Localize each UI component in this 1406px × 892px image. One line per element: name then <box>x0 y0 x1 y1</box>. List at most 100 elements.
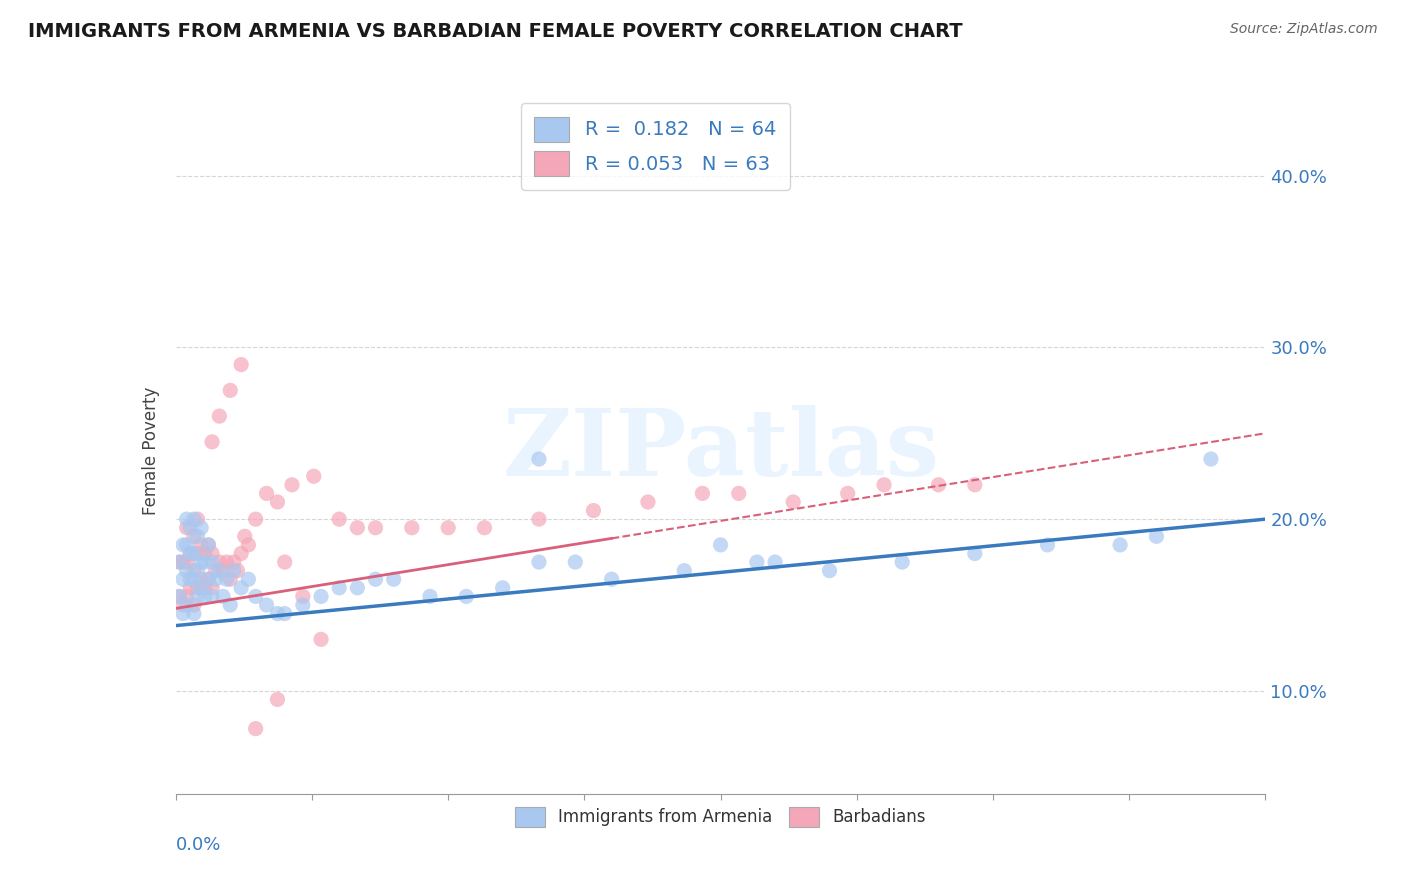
Point <box>194 546 217 561</box>
Point <box>233 529 256 543</box>
Point <box>215 555 238 569</box>
Point <box>219 598 242 612</box>
Point <box>190 581 212 595</box>
Point <box>364 572 387 586</box>
Point <box>176 512 198 526</box>
Point <box>564 555 586 569</box>
Point <box>963 546 986 561</box>
Point <box>401 521 423 535</box>
Point <box>183 607 205 621</box>
Point <box>245 722 267 736</box>
Point <box>245 590 267 604</box>
Point <box>231 358 253 372</box>
Point <box>190 521 212 535</box>
Point <box>208 564 231 578</box>
Point <box>208 409 231 424</box>
Point <box>745 555 768 569</box>
Point <box>456 590 478 604</box>
Point <box>194 581 217 595</box>
Point <box>219 572 242 586</box>
Point <box>527 512 550 526</box>
Point <box>873 478 896 492</box>
Point <box>419 590 441 604</box>
Point <box>201 590 224 604</box>
Point <box>183 564 205 578</box>
Point <box>169 555 191 569</box>
Point <box>582 503 605 517</box>
Point <box>222 564 245 578</box>
Point <box>226 564 249 578</box>
Point <box>186 590 209 604</box>
Point <box>274 555 297 569</box>
Point <box>190 538 212 552</box>
Point <box>928 478 950 492</box>
Point <box>302 469 325 483</box>
Point <box>763 555 786 569</box>
Point <box>692 486 714 500</box>
Point <box>172 572 194 586</box>
Point <box>186 581 209 595</box>
Point <box>208 555 231 569</box>
Point <box>176 598 198 612</box>
Point <box>212 564 235 578</box>
Point <box>201 546 224 561</box>
Point <box>197 572 219 586</box>
Point <box>186 564 209 578</box>
Point <box>309 632 332 647</box>
Point <box>527 555 550 569</box>
Point <box>1036 538 1059 552</box>
Point <box>256 598 278 612</box>
Point <box>474 521 496 535</box>
Point <box>527 452 550 467</box>
Point <box>194 555 217 569</box>
Point <box>891 555 914 569</box>
Point <box>219 384 242 398</box>
Point <box>183 512 205 526</box>
Point <box>600 572 623 586</box>
Point <box>238 538 260 552</box>
Point <box>1199 452 1222 467</box>
Point <box>197 538 219 552</box>
Point <box>281 478 304 492</box>
Point <box>176 564 198 578</box>
Point <box>837 486 859 500</box>
Point <box>727 486 749 500</box>
Point <box>1109 538 1132 552</box>
Point <box>291 598 314 612</box>
Point <box>186 512 209 526</box>
Point <box>212 590 235 604</box>
Point <box>197 538 219 552</box>
Point <box>364 521 387 535</box>
Legend: Immigrants from Armenia, Barbadians: Immigrants from Armenia, Barbadians <box>509 800 932 834</box>
Point <box>201 555 224 569</box>
Point <box>179 521 201 535</box>
Point <box>782 495 804 509</box>
Point <box>818 564 841 578</box>
Point <box>172 598 194 612</box>
Point <box>238 572 260 586</box>
Text: 0.0%: 0.0% <box>176 836 221 854</box>
Point <box>183 529 205 543</box>
Point <box>266 607 288 621</box>
Point <box>186 529 209 543</box>
Point <box>176 521 198 535</box>
Point <box>328 581 350 595</box>
Point <box>963 478 986 492</box>
Point <box>176 538 198 552</box>
Point <box>274 607 297 621</box>
Point <box>176 555 198 569</box>
Point <box>172 538 194 552</box>
Point <box>637 495 659 509</box>
Point <box>204 572 226 586</box>
Point <box>256 486 278 500</box>
Point <box>194 590 217 604</box>
Point <box>183 546 205 561</box>
Point <box>231 546 253 561</box>
Point <box>382 572 405 586</box>
Point <box>172 607 194 621</box>
Point <box>179 581 201 595</box>
Point <box>179 546 201 561</box>
Point <box>204 564 226 578</box>
Point <box>197 572 219 586</box>
Point <box>183 598 205 612</box>
